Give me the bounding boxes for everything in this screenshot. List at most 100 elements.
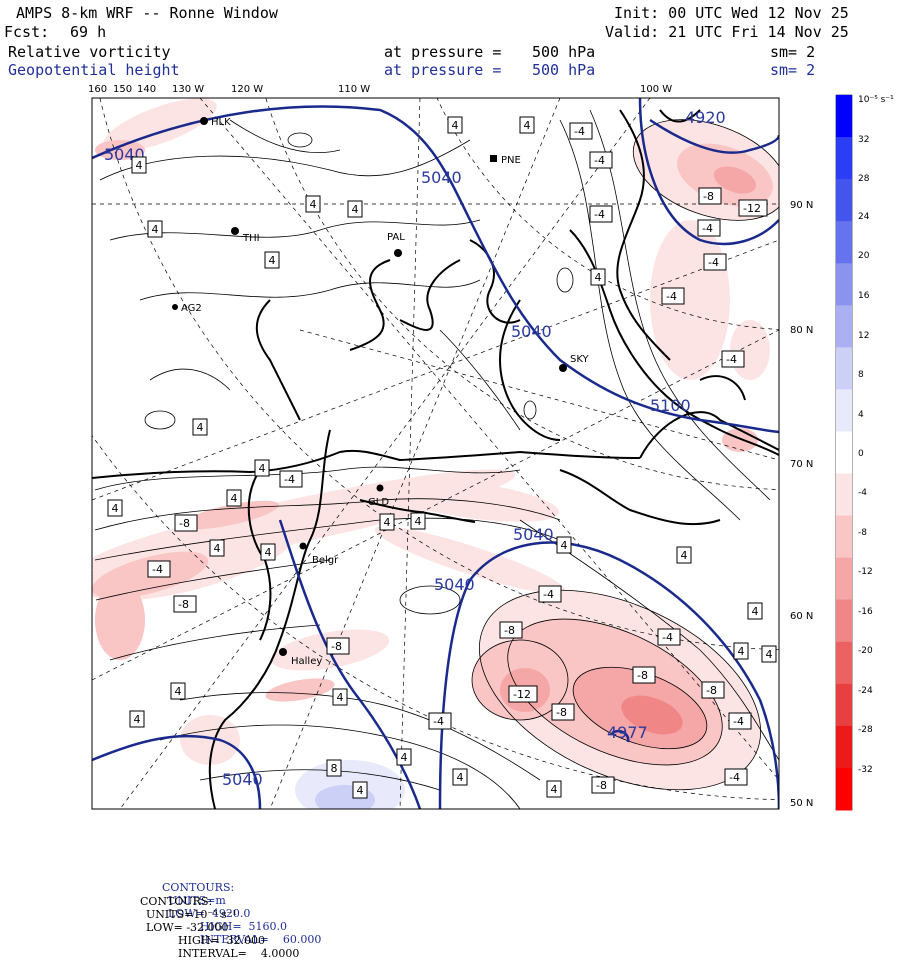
- lon-label: 160: [88, 84, 107, 95]
- colorbar-swatch: [836, 599, 852, 643]
- station-label: GLD: [368, 497, 389, 508]
- colorbar-swatch: [836, 221, 852, 264]
- colorbar-swatch: [836, 179, 852, 222]
- field2-pressure-text: at pressure =: [384, 61, 502, 79]
- vorticity-label: 4: [175, 685, 182, 698]
- vorticity-label: 4: [401, 751, 408, 764]
- vorticity-label: -8: [637, 669, 648, 682]
- station-label: AG2: [181, 303, 202, 314]
- colorbar-swatch: [836, 515, 852, 559]
- vorticity-label: 4: [112, 502, 119, 515]
- station-marker: [172, 304, 178, 310]
- vorticity-label: 4: [766, 648, 773, 661]
- stations: HLK PNE THI PAL AG2 SKY GLD Belgr Halley: [172, 117, 590, 667]
- vorticity-contours: [94, 109, 779, 809]
- colorbar-tick: 24: [858, 212, 870, 222]
- colorbar-swatch: [836, 767, 852, 811]
- colorbar-unit-label: 10⁻⁵ s⁻¹: [858, 95, 894, 105]
- station-marker: [200, 117, 208, 125]
- lon-label: 120 W: [231, 84, 263, 95]
- vorticity-label: 4: [524, 119, 531, 132]
- latitude-labels: 90 N 80 N 70 N 60 N 50 N: [790, 200, 813, 809]
- height-label: 4920: [685, 108, 726, 127]
- vorticity-label: -4: [726, 353, 737, 366]
- colorbar-tick: -24: [858, 686, 873, 696]
- colorbar-tick: -28: [858, 725, 873, 735]
- vorticity-label: -8: [703, 190, 714, 203]
- footer-line-2: CONTOURS: UNITS=10⁻⁵ s⁻¹ LOW= -32.000 HI…: [133, 882, 299, 960]
- vorticity-label: -4: [702, 222, 713, 235]
- colorbar-swatch: [836, 473, 852, 517]
- vorticity-labels-positive: 4 4 4 4 4 4 4 4 4 4 4 4 4 4 4 4 4 4 4 4 …: [107, 116, 777, 799]
- colorbar-tick: 12: [858, 331, 869, 341]
- vorticity-label: 4: [752, 605, 759, 618]
- station-marker: [299, 542, 307, 550]
- field2-name: Geopotential height: [8, 61, 180, 79]
- vorticity-label: 4: [337, 691, 344, 704]
- footer2-label: CONTOURS:: [140, 895, 213, 908]
- colorbar-tick: 4: [858, 410, 864, 420]
- vorticity-label: 4: [259, 462, 266, 475]
- station-marker: [376, 484, 384, 492]
- colorbar-tick: 32: [858, 135, 869, 145]
- init-time: Init: 00 UTC Wed 12 Nov 25: [614, 4, 849, 22]
- height-label: 5040: [421, 168, 462, 187]
- vorticity-label: 4: [384, 516, 391, 529]
- footer2-interval: INTERVAL= 4.0000: [178, 947, 300, 960]
- vorticity-label: -4: [284, 473, 295, 486]
- vorticity-label: -8: [178, 598, 189, 611]
- map-field-layer: [92, 98, 779, 809]
- colorbar-swatch: [836, 389, 852, 432]
- station-marker: [231, 227, 239, 235]
- colorbar-tick: -16: [858, 607, 873, 617]
- lon-label: 150: [113, 84, 132, 95]
- station-label: HLK: [211, 117, 231, 128]
- field1-name: Relative vorticity: [8, 43, 171, 61]
- footer2-units: UNITS=10⁻⁵ s⁻¹: [146, 908, 237, 921]
- lon-label: 110 W: [338, 84, 370, 95]
- map-title: AMPS 8-km WRF -- Ronne Window: [16, 4, 278, 22]
- colorbar-tick: 20: [858, 251, 870, 261]
- lat-label: 70 N: [790, 459, 813, 470]
- vorticity-label: -4: [594, 208, 605, 221]
- station-label: Halley: [291, 656, 322, 667]
- lon-label: 140: [137, 84, 156, 95]
- vorticity-label: -8: [331, 640, 342, 653]
- field1-sm: sm= 2: [770, 43, 816, 61]
- vorticity-label: -4: [152, 563, 163, 576]
- vorticity-label: -4: [433, 715, 444, 728]
- colorbar-swatch: [836, 557, 852, 601]
- field2-pressure-value: 500 hPa: [532, 61, 596, 79]
- vorticity-label: -4: [708, 256, 719, 269]
- lon-label: 100 W: [640, 84, 672, 95]
- colorbar-tick: -8: [858, 528, 867, 538]
- vorticity-label: 4: [310, 198, 317, 211]
- colorbar-tick: 8: [858, 370, 864, 380]
- colorbar-tick: 0: [858, 449, 864, 459]
- height-label: 5040: [434, 575, 475, 594]
- colorbar-tick: 28: [858, 174, 870, 184]
- vorticity-label: 4: [265, 546, 272, 559]
- height-contours: [92, 98, 779, 809]
- colorbar: 10⁻⁵ s⁻¹ 32 28 24 20 16 12 8 4 0 -4 -8 -…: [835, 94, 894, 811]
- vorticity-label: 4: [231, 492, 238, 505]
- colorbar-swatch: [836, 641, 852, 685]
- colorbar-tick: -4: [858, 488, 867, 498]
- height-label: 5040: [513, 525, 554, 544]
- valid-time: Valid: 21 UTC Fri 14 Nov 25: [605, 23, 849, 41]
- vorticity-label: -12: [743, 202, 761, 215]
- vorticity-label: -4: [574, 125, 585, 138]
- vorticity-label: -4: [729, 771, 740, 784]
- height-label: 4977: [607, 723, 648, 742]
- vorticity-label: -4: [733, 715, 744, 728]
- forecast-label: Fcst:: [4, 23, 50, 41]
- station-label: PAL: [387, 232, 405, 243]
- footer1-label: CONTOURS:: [162, 881, 235, 894]
- station-marker: [394, 249, 402, 257]
- vorticity-label: -4: [543, 588, 554, 601]
- vorticity-label: -12: [513, 688, 531, 701]
- colorbar-swatch: [836, 725, 852, 769]
- lat-label: 80 N: [790, 325, 813, 336]
- vorticity-label: 4: [415, 515, 422, 528]
- vorticity-label: 4: [214, 542, 221, 555]
